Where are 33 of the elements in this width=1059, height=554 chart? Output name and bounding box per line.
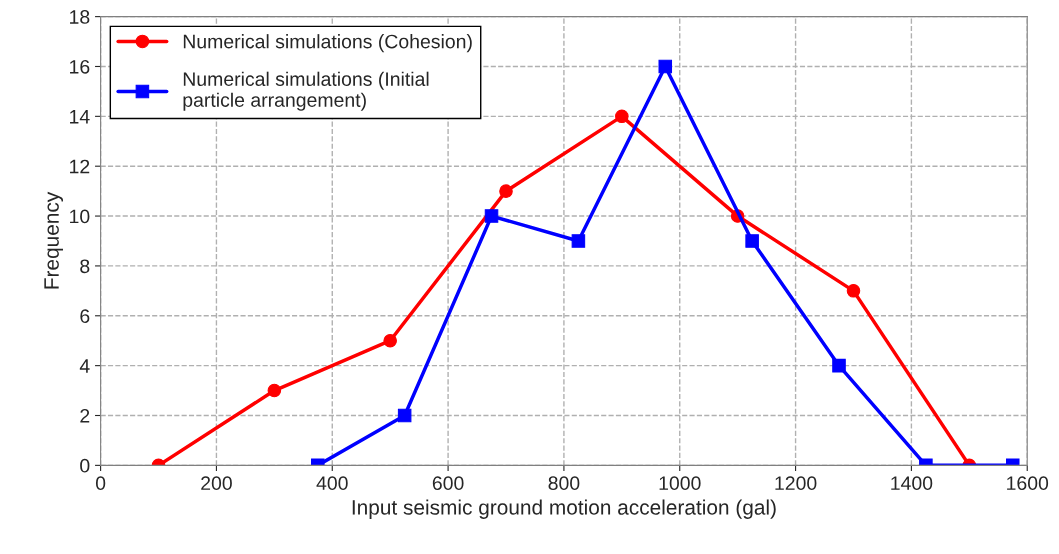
point <box>383 333 397 348</box>
y-tick-label: 2 <box>80 408 90 423</box>
y-tick-label: 12 <box>70 159 90 174</box>
y-tick-label: 8 <box>80 259 90 274</box>
legend-label: Numerical simulations (Cohesion) <box>183 34 472 53</box>
x-tick-label: 600 <box>432 476 464 491</box>
x-tick-label: 1200 <box>775 476 817 491</box>
point <box>484 209 499 223</box>
point <box>571 234 586 248</box>
legend-label: Numerical simulations (Initial particle arrangement) <box>183 71 429 111</box>
x-tick-label: 1000 <box>659 476 701 491</box>
point <box>745 234 759 248</box>
x-tick-label: 1400 <box>891 476 933 491</box>
point <box>499 184 513 198</box>
x-tick-label: 200 <box>201 476 232 491</box>
point <box>267 383 282 398</box>
y-tick-label: 16 <box>70 59 90 74</box>
y-axis-title: Frequency <box>44 191 64 289</box>
point <box>832 358 846 373</box>
y-tick-label: 18 <box>70 10 90 24</box>
x-tick-label: 400 <box>316 476 348 491</box>
y-tick-label: 6 <box>80 309 90 324</box>
x-tick-label: 800 <box>548 476 580 491</box>
point <box>846 284 861 298</box>
x-tick-label: 1600 <box>1007 476 1049 491</box>
y-tick-label: 10 <box>70 209 90 224</box>
y-tick-label: 0 <box>80 458 90 473</box>
y-tick-label: 14 <box>70 110 90 124</box>
y-tick-label: 4 <box>79 359 90 373</box>
point <box>615 109 629 124</box>
point <box>658 59 673 74</box>
x-axis-title: Input seismic ground motion acceleration (gal) <box>352 499 776 519</box>
x-tick-label: 0 <box>95 476 106 491</box>
